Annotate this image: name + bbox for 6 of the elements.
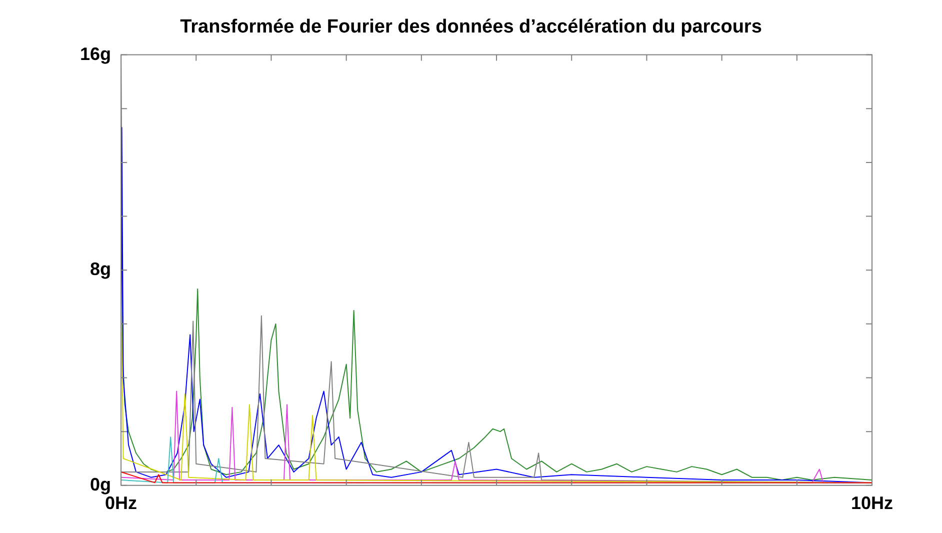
y-tick-label: 8g <box>90 259 112 280</box>
chart-title: Transformée de Fourier des données d’accélération du parcours <box>180 16 762 38</box>
x-tick-label: 10Hz <box>850 493 894 514</box>
y-tick-label: 0g <box>90 474 112 494</box>
y-tick-label: 16g <box>80 44 112 64</box>
x-tick-label: 0Hz <box>105 493 138 514</box>
